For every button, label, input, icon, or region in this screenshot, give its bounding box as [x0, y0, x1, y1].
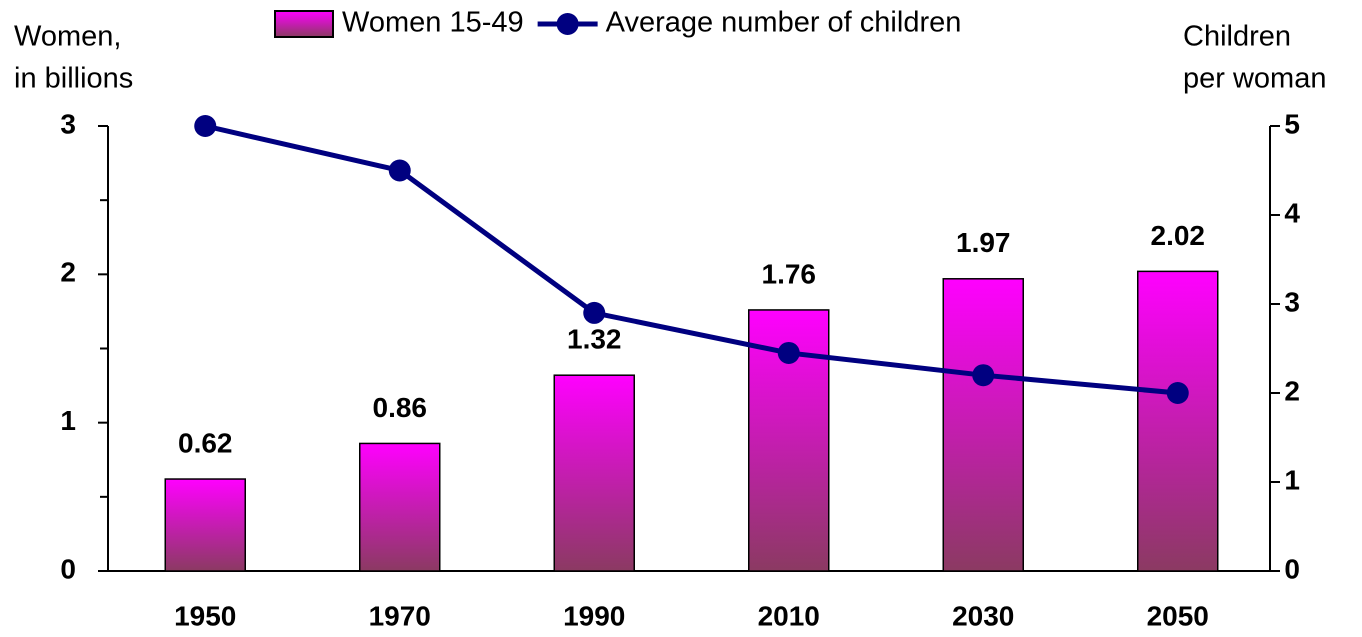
y-axis-label: Women, [14, 21, 121, 53]
line-marker [972, 364, 995, 387]
legend-marker [556, 13, 579, 35]
y-axis-label: in billions [14, 63, 133, 95]
y-tick-label: 1 [60, 405, 76, 436]
data-label: 1.76 [762, 258, 817, 289]
bar [748, 309, 830, 572]
y2-tick-label: 1 [1284, 464, 1300, 495]
bar [942, 278, 1024, 572]
y2-tick-label: 3 [1284, 286, 1300, 317]
data-label: 0.86 [373, 392, 428, 423]
x-tick-label: 1970 [369, 600, 431, 631]
line [204, 123, 1178, 396]
data-label: 2.02 [1151, 220, 1206, 251]
data-label: 0.62 [178, 427, 233, 458]
legend-swatch [274, 10, 334, 38]
y2-tick-label: 4 [1284, 197, 1300, 228]
x-tick-label: 2010 [758, 600, 820, 631]
line-marker [1166, 382, 1189, 404]
bar [164, 478, 246, 572]
line-marker [777, 341, 800, 364]
y2-tick-label: 0 [1284, 553, 1300, 584]
x-tick-label: 1990 [563, 600, 625, 631]
line-marker [194, 115, 217, 137]
line-marker [583, 301, 606, 324]
bar [359, 442, 441, 572]
line-marker [388, 159, 411, 182]
y2-tick-label: 5 [1284, 108, 1300, 139]
y-tick-label: 0 [60, 553, 76, 584]
y2-axis-label: per woman [1183, 63, 1326, 95]
y-tick-label: 2 [60, 257, 76, 288]
legend-label: Average number of children [606, 7, 962, 39]
x-tick-label: 2050 [1147, 600, 1209, 631]
data-label: 1.97 [956, 227, 1011, 258]
x-tick-label: 1950 [174, 600, 236, 631]
bar [553, 374, 635, 572]
data-label: 1.32 [567, 324, 622, 355]
y2-tick-label: 2 [1284, 375, 1300, 406]
bar [1137, 270, 1219, 572]
x-tick-label: 2030 [952, 600, 1014, 631]
y2-axis-label: Children [1183, 21, 1291, 53]
y-tick-label: 3 [60, 108, 76, 139]
legend-label: Women 15-49 [342, 7, 524, 39]
